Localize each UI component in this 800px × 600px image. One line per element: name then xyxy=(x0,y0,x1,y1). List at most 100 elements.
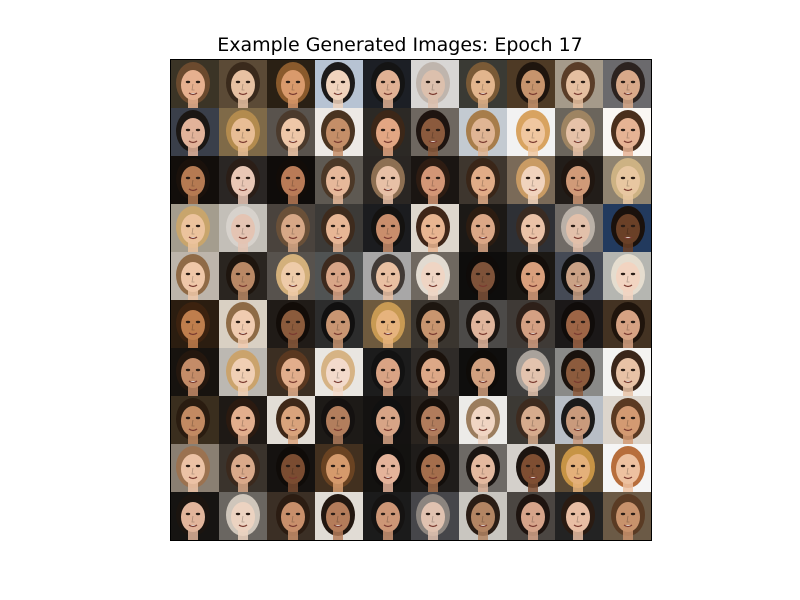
face-portrait xyxy=(171,60,219,108)
face-portrait xyxy=(363,156,411,204)
face-image-tile xyxy=(219,156,267,204)
face-portrait xyxy=(267,444,315,492)
face-image-tile xyxy=(267,108,315,156)
face-image-tile xyxy=(411,492,459,540)
face-portrait xyxy=(459,204,507,252)
face-image-tile xyxy=(411,444,459,492)
face-portrait xyxy=(603,60,651,108)
face-portrait xyxy=(555,444,603,492)
face-portrait xyxy=(411,156,459,204)
face-portrait xyxy=(363,252,411,300)
face-portrait xyxy=(363,492,411,540)
face-portrait xyxy=(363,60,411,108)
face-portrait xyxy=(315,300,363,348)
face-portrait xyxy=(171,156,219,204)
face-portrait xyxy=(267,108,315,156)
face-image-tile xyxy=(219,204,267,252)
face-image-tile xyxy=(459,60,507,108)
face-image-tile xyxy=(411,156,459,204)
face-image-tile xyxy=(267,492,315,540)
face-portrait xyxy=(267,156,315,204)
face-portrait xyxy=(363,300,411,348)
face-portrait xyxy=(219,300,267,348)
face-image-tile xyxy=(603,396,651,444)
face-image-tile xyxy=(363,60,411,108)
face-portrait xyxy=(459,444,507,492)
face-image-tile xyxy=(219,60,267,108)
face-portrait xyxy=(267,300,315,348)
face-image-tile xyxy=(267,156,315,204)
face-image-tile xyxy=(411,396,459,444)
face-image-tile xyxy=(459,396,507,444)
face-image-tile xyxy=(171,204,219,252)
face-image-tile xyxy=(507,204,555,252)
face-portrait xyxy=(315,252,363,300)
face-image-tile xyxy=(171,300,219,348)
face-portrait xyxy=(507,252,555,300)
face-image-tile xyxy=(171,348,219,396)
face-portrait xyxy=(555,60,603,108)
face-portrait xyxy=(315,348,363,396)
face-portrait xyxy=(219,204,267,252)
face-image-tile xyxy=(315,396,363,444)
face-portrait xyxy=(507,156,555,204)
face-image-tile xyxy=(507,108,555,156)
face-image-tile xyxy=(267,252,315,300)
face-portrait xyxy=(219,348,267,396)
face-image-tile xyxy=(603,252,651,300)
face-image-tile xyxy=(603,60,651,108)
face-portrait xyxy=(267,252,315,300)
face-image-tile xyxy=(219,444,267,492)
face-image-tile xyxy=(267,60,315,108)
face-portrait xyxy=(603,396,651,444)
face-image-tile xyxy=(315,300,363,348)
face-portrait xyxy=(507,60,555,108)
face-image-tile xyxy=(219,252,267,300)
face-image-tile xyxy=(219,396,267,444)
face-portrait xyxy=(267,60,315,108)
face-portrait xyxy=(603,252,651,300)
face-portrait xyxy=(507,492,555,540)
face-portrait xyxy=(171,252,219,300)
face-portrait xyxy=(315,156,363,204)
face-image-tile xyxy=(171,396,219,444)
face-portrait xyxy=(219,492,267,540)
face-portrait xyxy=(603,444,651,492)
face-portrait xyxy=(219,108,267,156)
face-image-tile xyxy=(411,204,459,252)
face-portrait xyxy=(507,444,555,492)
face-image-tile xyxy=(507,396,555,444)
face-image-tile xyxy=(363,396,411,444)
face-portrait xyxy=(315,492,363,540)
face-portrait xyxy=(219,444,267,492)
face-portrait xyxy=(411,204,459,252)
face-image-tile xyxy=(219,300,267,348)
face-image-tile xyxy=(171,60,219,108)
figure-title: Example Generated Images: Epoch 17 xyxy=(217,34,583,56)
face-portrait xyxy=(315,396,363,444)
face-image-tile xyxy=(555,348,603,396)
face-image-tile xyxy=(507,348,555,396)
face-portrait xyxy=(411,492,459,540)
face-portrait xyxy=(411,108,459,156)
face-image-tile xyxy=(459,444,507,492)
face-portrait xyxy=(219,60,267,108)
face-portrait xyxy=(459,300,507,348)
face-image-tile xyxy=(267,444,315,492)
face-portrait xyxy=(507,348,555,396)
face-portrait xyxy=(411,396,459,444)
face-portrait xyxy=(411,444,459,492)
face-portrait xyxy=(267,492,315,540)
face-portrait xyxy=(363,348,411,396)
face-image-tile xyxy=(315,156,363,204)
face-portrait xyxy=(459,492,507,540)
face-portrait xyxy=(363,444,411,492)
face-portrait xyxy=(555,156,603,204)
face-portrait xyxy=(603,204,651,252)
face-image-tile xyxy=(507,252,555,300)
face-image-tile xyxy=(603,348,651,396)
face-portrait xyxy=(267,396,315,444)
face-image-tile xyxy=(459,348,507,396)
face-image-tile xyxy=(555,108,603,156)
face-portrait xyxy=(459,348,507,396)
